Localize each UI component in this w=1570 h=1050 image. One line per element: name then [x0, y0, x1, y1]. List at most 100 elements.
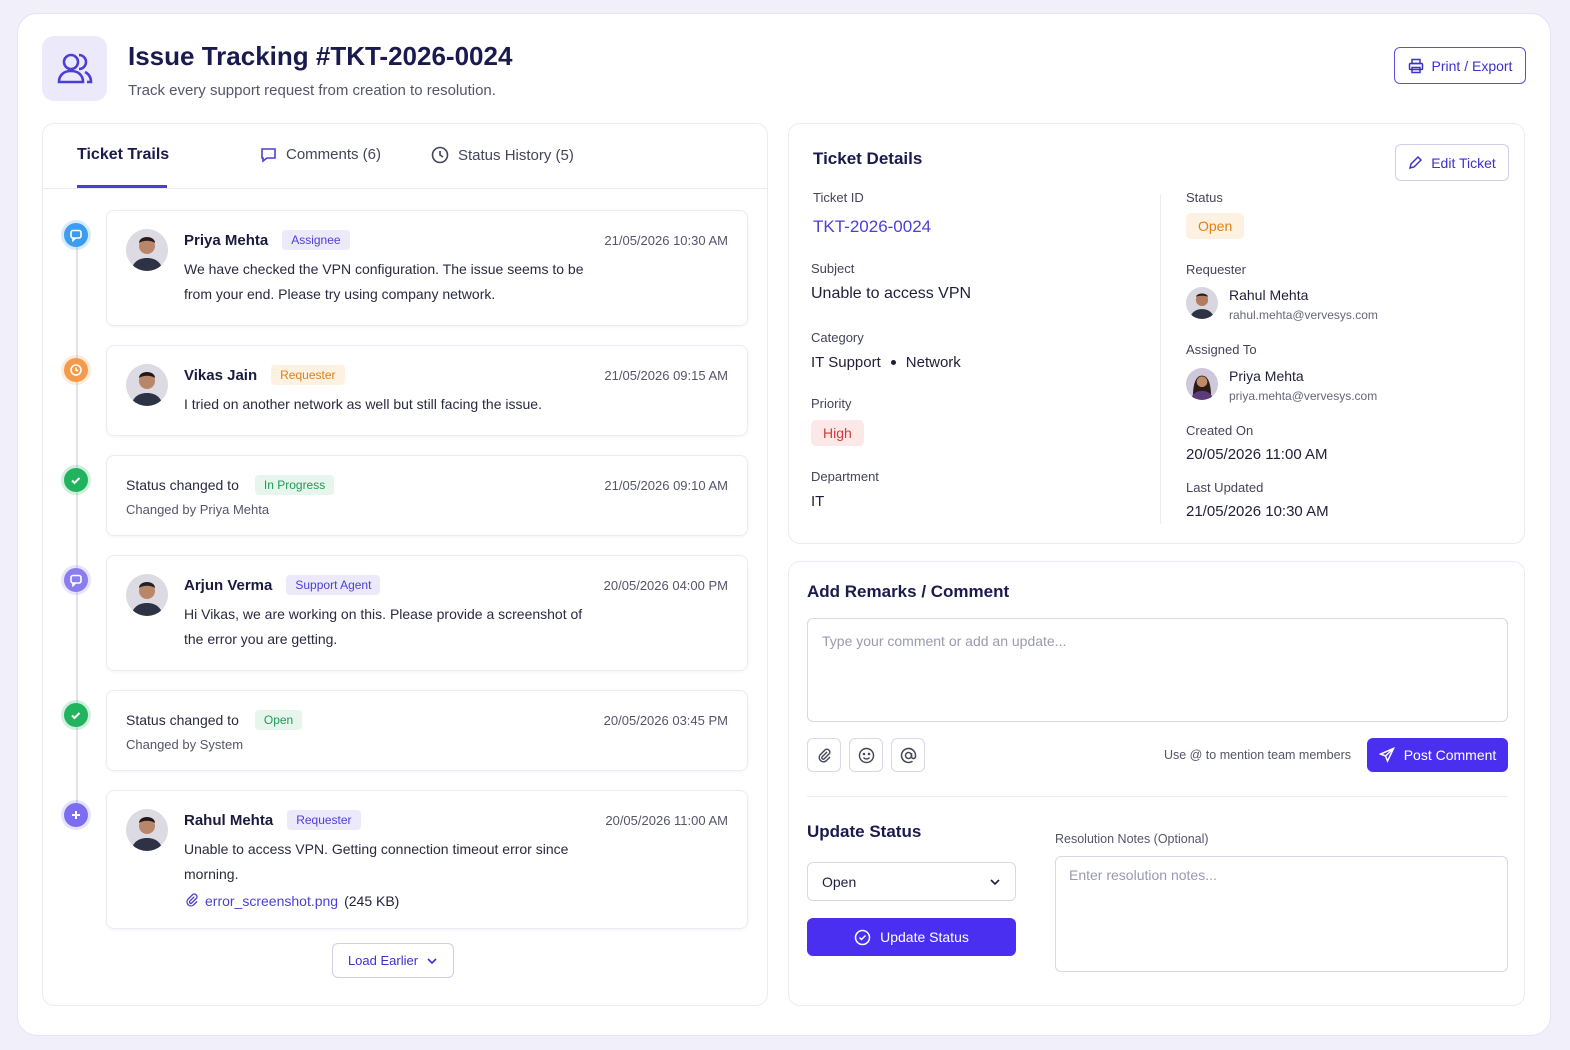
role-badge: Assignee: [282, 230, 350, 250]
timestamp: 20/05/2026 04:00 PM: [603, 577, 728, 593]
update-label: Update Status: [880, 929, 969, 945]
card-body: Vikas Jain Requester 21/05/2026 09:15 AM I …: [184, 364, 728, 417]
tab[interactable]: Ticket Trails: [77, 146, 170, 163]
card-header: Priya Mehta Assignee 21/05/2026 10:30 AM: [184, 229, 728, 251]
category: IT Support: [811, 354, 881, 371]
field-value: IT: [811, 493, 825, 510]
field-value: Unable to access VPN: [811, 285, 972, 302]
person-name: Rahul Mehta: [1229, 287, 1309, 303]
separator-dot: [890, 360, 896, 365]
field-label: Priority: [811, 396, 852, 411]
card-body: Arjun Verma Support Agent 20/05/2026 04:00…: [184, 574, 728, 652]
page-title: Issue Tracking #TKT-2026-0024: [128, 41, 513, 71]
remarks-title: Add Remarks / Comment: [807, 582, 1010, 601]
export-label: Print / Export: [1431, 57, 1513, 74]
timestamp: 21/05/2026 10:30 AM: [604, 232, 728, 248]
update-button[interactable]: Update Status: [807, 918, 1016, 956]
card-header: Status changed to Open 20/05/2026 03:45 PM: [126, 709, 728, 731]
status-badge: Open: [1186, 213, 1245, 239]
field-label: Subject: [811, 261, 855, 276]
edit-button[interactable]: Edit Ticket: [1395, 144, 1509, 181]
tab-label: Comments (6): [286, 146, 382, 163]
avatar: [1186, 368, 1218, 400]
avatar: [126, 574, 168, 616]
field-label: Department: [811, 469, 879, 484]
status-select[interactable]: Open: [807, 862, 1016, 901]
export-button[interactable]: Print / Export: [1394, 47, 1526, 84]
post-button[interactable]: Post Comment: [1367, 738, 1508, 772]
details-panel: Ticket Details Edit Ticket Ticket ID TKT…: [788, 123, 1525, 544]
author-name: Rahul Mehta: [184, 811, 274, 829]
emoji-button[interactable]: [849, 738, 883, 772]
status-change-label: Status changed to: [126, 712, 239, 728]
card-body: Status changed to Open 20/05/2026 03:45 PM…: [126, 709, 728, 752]
main-card: Issue Tracking #TKT-2026-0024 Track ever…: [17, 13, 1551, 1036]
avatar: [126, 809, 168, 851]
field-value: 21/05/2026 10:30 AM: [1186, 503, 1329, 520]
comment-text: I tried on another network as well but s…: [184, 396, 542, 412]
trail-entry: Status changed to In Progress 21/05/2026 0…: [43, 455, 769, 536]
header-icon: [42, 36, 107, 101]
update-title: Update Status: [807, 822, 922, 841]
trail-entry: Status changed to Open 20/05/2026 03:45 PM…: [43, 690, 769, 771]
avatar: [1186, 287, 1218, 319]
field-label: Category: [811, 330, 864, 345]
avatar: [126, 229, 168, 271]
timestamp: 20/05/2026 11:00 AM: [605, 812, 728, 828]
load-earlier-button[interactable]: Load Earlier: [332, 943, 454, 978]
trail-card: Rahul Mehta Requester 20/05/2026 11:00 AM U…: [106, 790, 748, 929]
mention-button[interactable]: [891, 738, 925, 772]
subcategory: Network: [905, 354, 961, 371]
comment-input[interactable]: Type your comment or add an update...: [807, 618, 1508, 722]
author-name: Priya Mehta: [184, 231, 269, 249]
attachment: error_screenshot.png (245 KB): [184, 892, 728, 910]
page-subtitle: Track every support request from creatio…: [128, 82, 496, 99]
trail-card: Status changed to Open 20/05/2026 03:45 PM…: [106, 690, 748, 771]
tab-divider: [43, 188, 767, 189]
trail-list: Priya Mehta Assignee 21/05/2026 10:30 AM We…: [43, 210, 769, 929]
field-label: Status: [1186, 190, 1223, 205]
status-change-label: Status changed to: [126, 477, 239, 493]
post-label: Post Comment: [1403, 747, 1497, 763]
field-label: Assigned To: [1186, 342, 1257, 357]
role-badge: Support Agent: [286, 575, 381, 595]
notes-input[interactable]: Enter resolution notes...: [1055, 856, 1508, 972]
card-body: Priya Mehta Assignee 21/05/2026 10:30 AM We…: [184, 229, 728, 307]
status-badge: Open: [254, 710, 303, 730]
tab[interactable]: Comments (6): [260, 146, 381, 163]
role-badge: Requester: [271, 365, 345, 385]
timestamp: 20/05/2026 03:45 PM: [603, 712, 728, 728]
field-label: Requester: [1186, 262, 1246, 277]
avatar: [126, 364, 168, 406]
field-value: 20/05/2026 11:00 AM: [1186, 446, 1328, 463]
card-header: Status changed to In Progress 21/05/2026 0…: [126, 474, 728, 496]
trail-panel: Ticket Trails Comments (6) Status Histor…: [42, 123, 768, 1006]
card-header: Arjun Verma Support Agent 20/05/2026 04:00…: [184, 574, 728, 596]
timestamp: 21/05/2026 09:10 AM: [604, 477, 728, 493]
person-email: priya.mehta@vervesys.com: [1229, 389, 1378, 403]
field-value: TKT-2026-0024: [813, 217, 932, 236]
divider: [807, 796, 1508, 797]
timeline-dot: [64, 223, 88, 247]
comment-text: Unable to access VPN. Getting connection…: [184, 841, 569, 882]
tab[interactable]: Status History (5): [431, 146, 574, 164]
author-name: Vikas Jain: [184, 366, 258, 384]
comment-text: We have checked the VPN configuration. T…: [184, 261, 584, 302]
trail-entry: Priya Mehta Assignee 21/05/2026 10:30 AM We…: [43, 210, 769, 326]
placeholder: Enter resolution notes...: [1069, 867, 1217, 883]
column-divider: [1160, 194, 1161, 524]
role-badge: Requester: [287, 810, 361, 830]
attach-button[interactable]: [807, 738, 841, 772]
card-body: Rahul Mehta Requester 20/05/2026 11:00 AM U…: [184, 809, 728, 910]
timeline-dot: [64, 568, 88, 592]
priority-badge: High: [811, 420, 864, 446]
person-name: Priya Mehta: [1229, 368, 1304, 384]
notes-label: Resolution Notes (Optional): [1055, 832, 1209, 846]
trail-entry: Rahul Mehta Requester 20/05/2026 11:00 AM U…: [43, 790, 769, 929]
trail-entry: Vikas Jain Requester 21/05/2026 09:15 AM I …: [43, 345, 769, 436]
trail-card: Status changed to In Progress 21/05/2026 0…: [106, 455, 748, 536]
changed-by: Changed by System: [126, 737, 244, 752]
attachment-link[interactable]: error_screenshot.png: [205, 893, 339, 909]
placeholder: Type your comment or add an update...: [822, 633, 1067, 649]
